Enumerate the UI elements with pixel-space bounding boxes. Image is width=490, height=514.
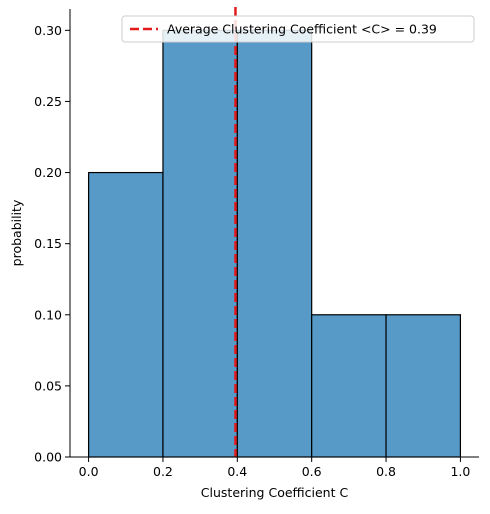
y-tick-label: 0.05 — [34, 378, 62, 393]
x-tick-label: 0.0 — [79, 464, 99, 479]
y-tick-label: 0.10 — [34, 307, 62, 322]
x-tick-label: 1.0 — [450, 464, 470, 479]
histogram-bar-3 — [311, 314, 387, 458]
y-axis-label: probability — [9, 199, 24, 266]
axes-layer: 0.0 0.2 0.4 0.6 0.8 1.0 0.00 0.05 0.10 0.15 0.20 0.… — [9, 9, 479, 500]
y-tick-label: 0.15 — [34, 236, 62, 251]
x-tick-label: 0.8 — [376, 464, 396, 479]
x-axis-label: Clustering Coefficient C — [201, 485, 349, 500]
y-tick-label: 0.00 — [34, 450, 62, 465]
y-tick-label: 0.25 — [34, 94, 62, 109]
bars-layer — [87, 29, 462, 458]
histogram-bar-1 — [162, 29, 238, 458]
y-tick-label: 0.20 — [34, 165, 62, 180]
y-tick-label: 0.30 — [34, 23, 62, 38]
histogram-bar-2 — [236, 29, 313, 458]
legend-label: Average Clustering Coefficient <C> = 0.3… — [167, 22, 437, 37]
x-tick-label: 0.2 — [153, 464, 173, 479]
x-tick-label: 0.6 — [302, 464, 322, 479]
legend-box — [121, 15, 475, 43]
x-tick-label: 0.4 — [227, 464, 247, 479]
histogram-bar-4 — [385, 314, 462, 458]
histogram-bar-0 — [87, 171, 164, 458]
legend: Average Clustering Coefficient <C> = 0.3… — [121, 15, 475, 43]
